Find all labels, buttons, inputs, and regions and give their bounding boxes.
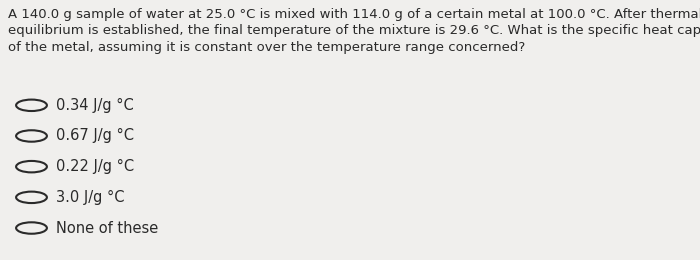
Text: 0.67 J/g °C: 0.67 J/g °C (56, 128, 134, 144)
Text: None of these: None of these (56, 220, 158, 236)
Text: A 140.0 g sample of water at 25.0 °C is mixed with 114.0 g of a certain metal at: A 140.0 g sample of water at 25.0 °C is … (8, 8, 700, 54)
Text: 0.22 J/g °C: 0.22 J/g °C (56, 159, 134, 174)
Text: 0.34 J/g °C: 0.34 J/g °C (56, 98, 134, 113)
Text: 3.0 J/g °C: 3.0 J/g °C (56, 190, 125, 205)
